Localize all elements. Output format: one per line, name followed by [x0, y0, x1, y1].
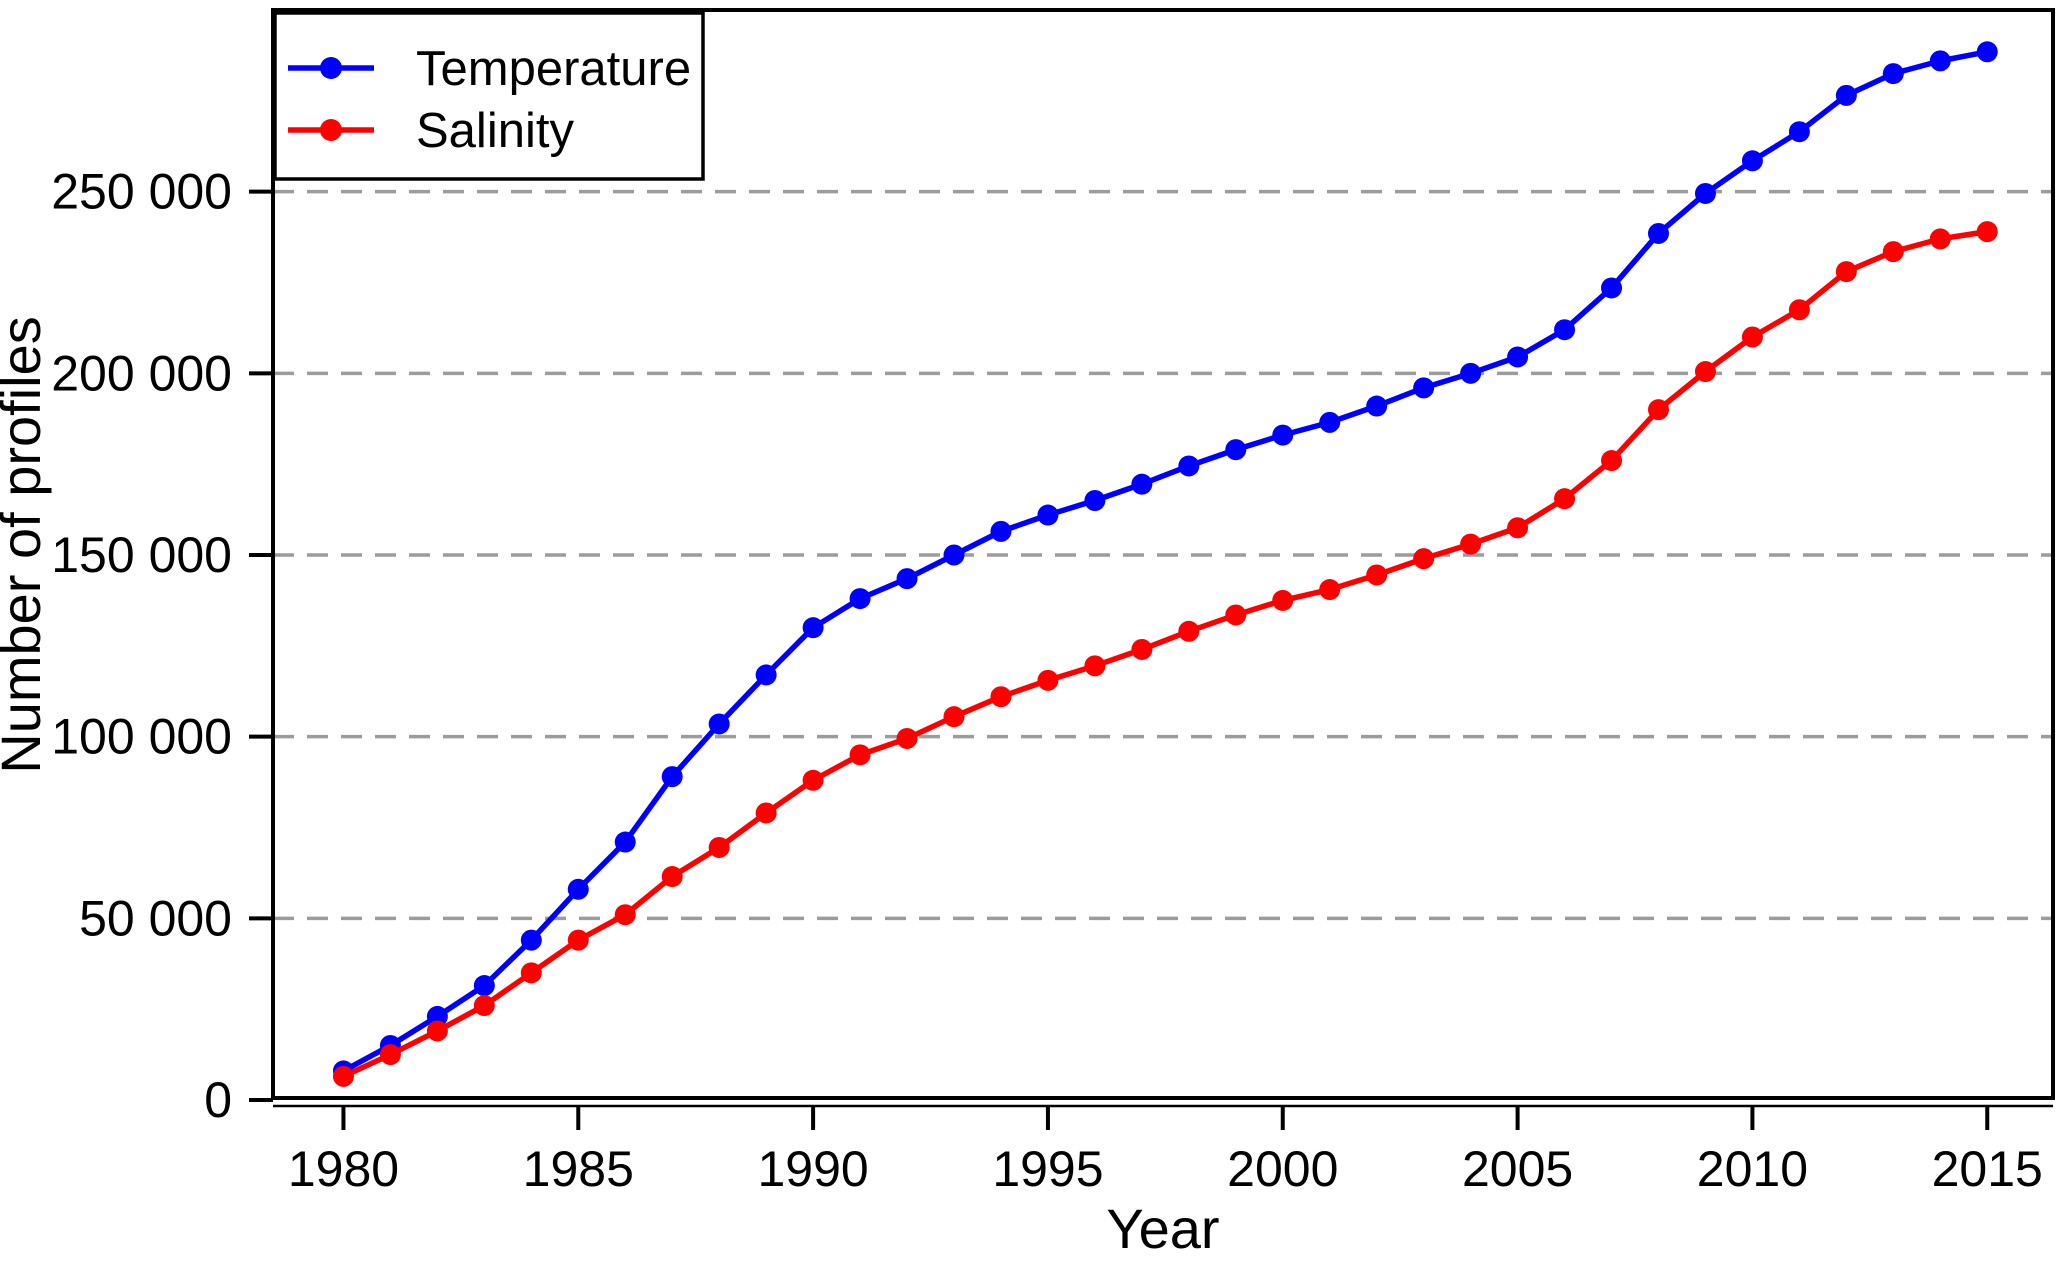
y-tick-label: 50 000 — [79, 890, 232, 946]
data-point-temperature — [755, 664, 777, 686]
x-tick-label: 1990 — [757, 1141, 868, 1197]
data-point-temperature — [943, 544, 965, 566]
x-tick-label: 1995 — [992, 1141, 1103, 1197]
data-point-salinity — [896, 727, 918, 749]
data-point-temperature — [1131, 473, 1153, 495]
data-point-temperature — [520, 929, 542, 951]
data-point-temperature — [1835, 84, 1857, 106]
data-point-temperature — [1788, 121, 1810, 143]
data-point-salinity — [1272, 589, 1294, 611]
data-point-temperature — [614, 831, 636, 853]
data-point-salinity — [1131, 638, 1153, 660]
data-point-salinity — [849, 744, 871, 766]
data-point-temperature — [567, 878, 589, 900]
data-point-temperature — [849, 588, 871, 610]
data-point-salinity — [1741, 326, 1763, 348]
data-point-temperature — [1272, 424, 1294, 446]
data-point-salinity — [426, 1020, 448, 1042]
data-point-salinity — [332, 1065, 354, 1087]
data-point-salinity — [614, 904, 636, 926]
data-point-temperature — [661, 766, 683, 788]
y-tick-label: 200 000 — [51, 345, 232, 401]
data-point-temperature — [990, 520, 1012, 542]
legend-label: Salinity — [416, 104, 574, 158]
data-point-salinity — [1835, 261, 1857, 283]
y-tick-label: 0 — [204, 1072, 232, 1128]
data-point-salinity — [1929, 228, 1951, 250]
data-point-salinity — [567, 929, 589, 951]
data-point-temperature — [1882, 63, 1904, 85]
data-point-salinity — [1601, 450, 1623, 472]
legend-box — [273, 11, 705, 181]
x-tick-label: 2010 — [1697, 1141, 1808, 1197]
data-point-temperature — [1601, 277, 1623, 299]
x-tick-label: 1985 — [523, 1141, 634, 1197]
data-point-salinity — [1413, 548, 1435, 570]
data-point-temperature — [1929, 50, 1951, 72]
data-point-salinity — [473, 995, 495, 1017]
data-point-temperature — [1507, 346, 1529, 368]
data-point-temperature — [1225, 439, 1247, 461]
data-point-salinity — [943, 706, 965, 728]
plot-frame — [271, 8, 2055, 1100]
data-point-salinity — [1460, 533, 1482, 555]
legend-item-salinity: Salinity — [288, 104, 574, 158]
data-point-salinity — [1788, 299, 1810, 321]
x-axis-title: Year — [1106, 1197, 1219, 1260]
data-point-salinity — [1178, 620, 1200, 642]
data-point-temperature — [426, 1005, 448, 1027]
data-point-salinity — [1554, 488, 1576, 510]
data-point-salinity — [1037, 669, 1059, 691]
data-point-temperature — [1647, 222, 1669, 244]
legend-label: Temperature — [416, 42, 691, 96]
x-tick-label: 2000 — [1227, 1141, 1338, 1197]
y-tick-label: 250 000 — [51, 164, 232, 220]
legend-item-temperature: Temperature — [288, 42, 691, 96]
data-point-temperature — [1084, 490, 1106, 511]
data-point-temperature — [896, 568, 918, 590]
data-point-temperature — [1460, 362, 1482, 384]
data-point-temperature — [1366, 395, 1388, 417]
data-point-temperature — [1413, 377, 1435, 399]
data-point-temperature — [1741, 150, 1763, 172]
data-point-temperature — [708, 713, 730, 735]
data-point-salinity — [755, 802, 777, 824]
data-point-salinity — [520, 962, 542, 984]
y-axis-title: Number of profiles — [0, 316, 52, 774]
data-point-salinity — [379, 1044, 401, 1066]
data-point-salinity — [1225, 604, 1247, 626]
x-tick-label: 1980 — [288, 1141, 399, 1197]
data-point-salinity — [1507, 517, 1529, 539]
y-tick-label: 100 000 — [51, 709, 232, 765]
y-tick-label: 150 000 — [51, 527, 232, 583]
data-point-salinity — [1694, 361, 1716, 383]
data-point-salinity — [1882, 241, 1904, 263]
data-point-salinity — [1647, 399, 1669, 421]
data-point-temperature — [1178, 455, 1200, 477]
data-point-temperature — [1319, 411, 1341, 433]
data-point-salinity — [990, 686, 1012, 708]
data-point-temperature — [1976, 41, 1998, 63]
data-point-salinity — [1366, 564, 1388, 586]
data-point-temperature — [1694, 182, 1716, 204]
x-tick-label: 2005 — [1462, 1141, 1573, 1197]
x-tick-label: 2015 — [1932, 1141, 2043, 1197]
data-point-temperature — [1037, 504, 1059, 526]
data-point-temperature — [802, 617, 824, 639]
legend-marker-temperature — [320, 57, 342, 79]
data-point-salinity — [1319, 579, 1341, 601]
data-point-temperature — [473, 975, 495, 997]
legend-marker-salinity — [320, 119, 342, 141]
data-point-salinity — [661, 866, 683, 888]
data-point-salinity — [1084, 655, 1106, 677]
data-point-salinity — [1976, 221, 1998, 243]
data-point-salinity — [802, 769, 824, 791]
data-point-salinity — [708, 836, 730, 858]
data-point-temperature — [1554, 319, 1576, 341]
